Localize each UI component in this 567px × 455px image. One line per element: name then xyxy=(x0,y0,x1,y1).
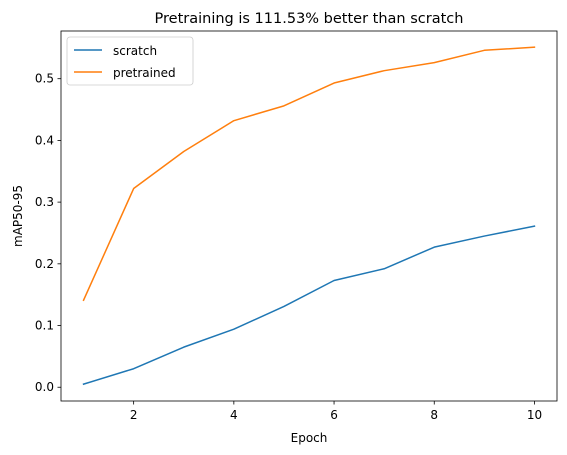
x-tick-label: 2 xyxy=(130,408,138,422)
legend-box xyxy=(66,36,194,86)
series-layer xyxy=(82,46,536,386)
x-axis-label: Epoch xyxy=(291,431,328,445)
legend: scratch pretrained xyxy=(66,36,194,86)
axes-layer: 2 4 6 8 10 0.0 0.1 0.2 0.3 0.4 0.5 xyxy=(35,72,542,422)
plot-frame xyxy=(60,30,558,402)
y-tick-label: 0.1 xyxy=(35,319,54,333)
x-tick-label: 6 xyxy=(330,408,338,422)
y-tick-label: 0.4 xyxy=(35,133,54,147)
x-tick-label: 10 xyxy=(527,408,542,422)
series-line-pretrained xyxy=(82,46,536,302)
y-tick-label: 0.5 xyxy=(35,72,54,86)
legend-label-pretrained: pretrained xyxy=(113,66,176,80)
y-tick-label: 0.3 xyxy=(35,195,54,209)
chart-title: Pretraining is 111.53% better than scrat… xyxy=(155,11,464,27)
x-tick-label: 4 xyxy=(230,408,238,422)
series-line-scratch xyxy=(82,225,536,386)
y-tick-label: 0.2 xyxy=(35,257,54,271)
x-tick-label: 8 xyxy=(430,408,438,422)
legend-label-scratch: scratch xyxy=(113,44,157,58)
y-tick-label: 0.0 xyxy=(35,380,54,394)
y-axis-label: mAP50-95 xyxy=(11,185,25,247)
plot-area xyxy=(61,31,557,401)
